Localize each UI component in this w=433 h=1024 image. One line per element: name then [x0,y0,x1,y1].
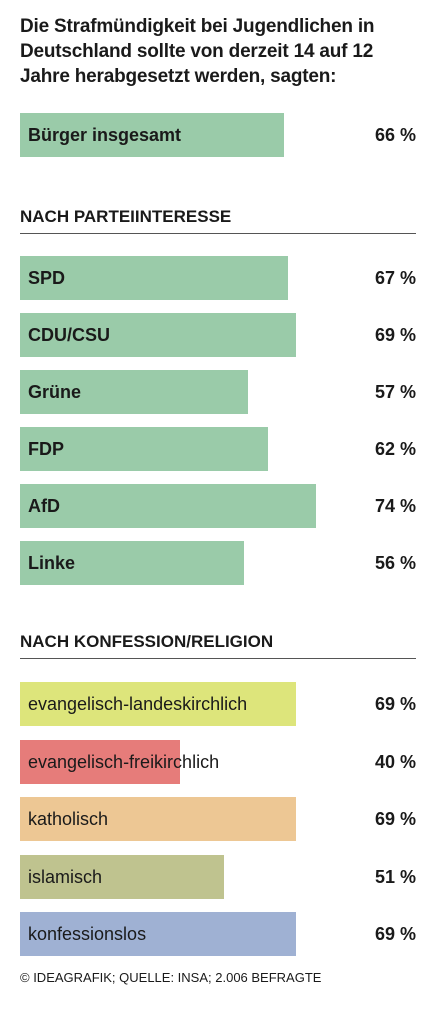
bar-value-cdu-csu: 69 % [374,325,416,345]
bar-label-katholisch: katholisch [28,809,109,829]
bar-label-afd: AfD [28,496,60,516]
bar-row-konfessionslos: konfessionslos 69 % [20,912,416,956]
bar-value-spd: 67 % [374,268,416,288]
bar-row-fdp: FDP 62 % [20,427,416,471]
bar-spd [20,256,288,300]
bar-label-linke: Linke [28,553,76,573]
bar-label-islamisch: islamisch [28,867,103,887]
bar-cdu-csu [20,313,296,357]
bar-value-evangelisch-landeskirchlich: 69 % [374,694,416,714]
bar-afd [20,484,316,528]
section-heading-konfession: NACH KONFESSION/RELIGION [20,630,416,659]
bar-label-konfessionslos: konfessionslos [28,924,147,944]
source-footer: © IDEAGRAFIK; QUELLE: INSA; 2.006 BEFRAG… [20,970,322,985]
bar-buerger-insgesamt [20,113,284,157]
bar-evangelisch-freikirchlich [20,740,180,784]
bar-value-afd: 74 % [374,496,416,516]
bar-label-evangelisch-freikirchlich: evangelisch-freikirchlich [28,752,220,772]
bar-value-fdp: 62 % [374,439,416,459]
section-heading-parteiinteresse: NACH PARTEIINTERESSE [20,205,416,234]
bar-row-evangelisch-freikirchlich: evangelisch-freikirchlich 40 % [20,740,416,784]
bar-fdp [20,427,268,471]
bar-value-linke: 56 % [374,553,416,573]
bar-row-afd: AfD 74 % [20,484,416,528]
bar-row-evangelisch-landeskirchlich: evangelisch-landeskirchlich 69 % [20,682,416,726]
bar-linke [20,541,244,585]
bar-islamisch [20,855,224,899]
bar-row-katholisch: katholisch 69 % [20,797,416,841]
bar-label-fdp: FDP [28,439,64,459]
bar-row-spd: SPD 67 % [20,256,416,300]
bar-value-buerger-insgesamt: 66 % [374,125,416,145]
bar-value-konfessionslos: 69 % [374,924,416,944]
bar-konfessionslos [20,912,296,956]
bar-row-islamisch: islamisch 51 % [20,855,416,899]
bar-row-buerger-insgesamt: Bürger insgesamt 66 % [20,113,416,157]
bar-value-evangelisch-freikirchlich: 40 % [374,752,416,772]
bar-label-gruene: Grüne [28,382,82,402]
bar-row-gruene: Grüne 57 % [20,370,416,414]
bar-label-evangelisch-landeskirchlich: evangelisch-landeskirchlich [28,694,248,714]
bar-label-spd: SPD [28,268,66,288]
bar-value-gruene: 57 % [374,382,416,402]
chart-title: Die Strafmündigkeit bei Jugendlichen in … [20,16,375,87]
bar-katholisch [20,797,296,841]
bar-row-cdu-csu: CDU/CSU 69 % [20,313,416,357]
bar-row-linke: Linke 56 % [20,541,416,585]
bar-value-katholisch: 69 % [374,809,416,829]
bar-gruene [20,370,248,414]
bar-label-cdu-csu: CDU/CSU [28,325,111,345]
bar-label-buerger-insgesamt: Bürger insgesamt [28,125,182,145]
bar-evangelisch-landeskirchlich [20,682,296,726]
bar-value-islamisch: 51 % [374,867,416,887]
